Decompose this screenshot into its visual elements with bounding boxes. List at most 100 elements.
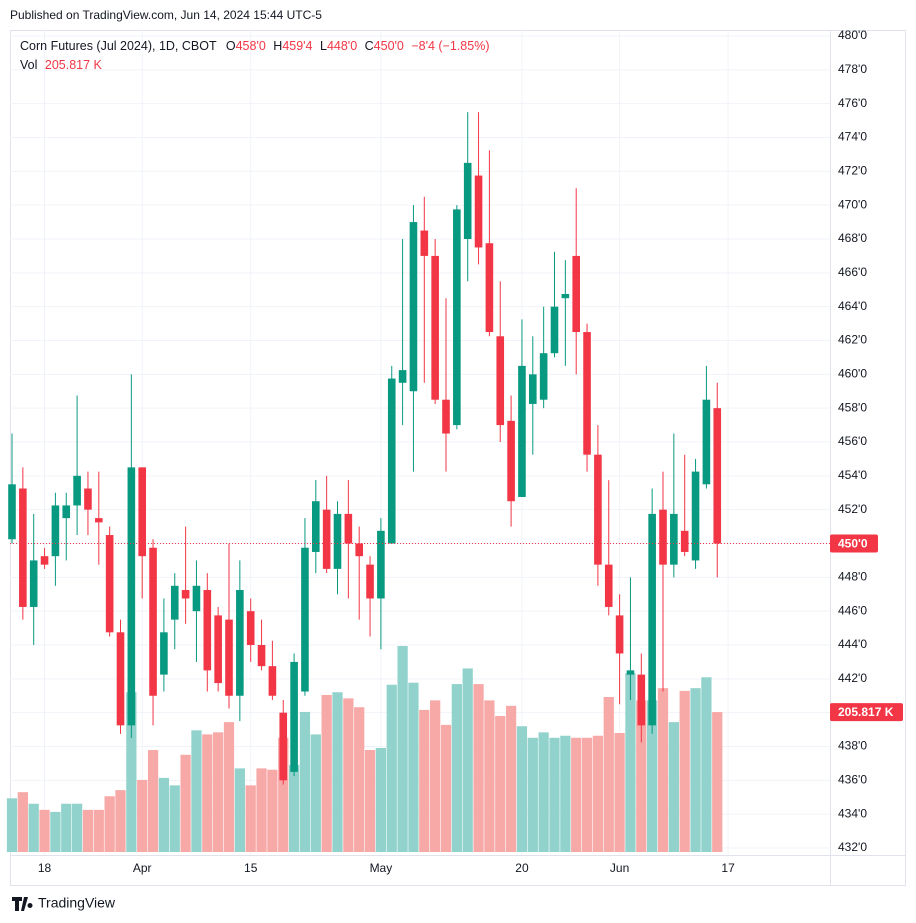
y-tick-label: 468'0	[838, 231, 867, 245]
candle-body	[29, 560, 38, 607]
volume-bar	[538, 732, 549, 852]
last-volume-badge	[830, 703, 903, 722]
y-tick-label: 456'0	[838, 434, 867, 448]
volume-bar	[256, 768, 267, 852]
x-tick-label: 15	[244, 861, 258, 875]
volume-bar	[408, 682, 419, 852]
volume-bar	[50, 811, 61, 852]
candle-body	[138, 467, 146, 557]
volume-bar	[310, 734, 321, 852]
candle-body	[116, 632, 125, 726]
candle-body	[496, 336, 505, 426]
x-tick-label: Apr	[133, 861, 152, 875]
volume-bar	[169, 785, 180, 852]
candle-body	[680, 530, 689, 552]
volume-layer	[6, 646, 723, 852]
volume-bar	[571, 737, 582, 852]
y-tick-label: 478'0	[838, 62, 867, 76]
candle-body	[279, 712, 288, 781]
volume-bar	[505, 705, 517, 852]
ohlc-value: 450'0	[374, 39, 404, 53]
candle-body	[626, 670, 635, 675]
candle-body	[322, 509, 331, 569]
volume-bar	[625, 673, 636, 852]
candle-body	[73, 475, 81, 506]
y-tick-label: 432'0	[838, 840, 867, 854]
candle-body	[485, 243, 494, 333]
candle-body	[19, 488, 27, 607]
candle-body	[8, 484, 16, 540]
volume-bar	[39, 809, 50, 852]
volume-bar	[451, 684, 462, 852]
candle-body	[333, 513, 342, 569]
candle-body	[160, 632, 168, 675]
candle-body	[51, 505, 60, 557]
volume-bar	[147, 750, 159, 852]
volume-bar	[158, 777, 170, 852]
volume-bar	[495, 716, 506, 852]
ohlc-key: O	[226, 39, 236, 53]
volume-bar	[126, 692, 137, 852]
volume-bar	[560, 735, 571, 852]
vol-key: Vol	[20, 58, 37, 72]
candle-body	[181, 590, 190, 599]
last-price-label: 450'0	[838, 537, 868, 551]
volume-bar	[180, 754, 191, 852]
volume-bar	[191, 730, 202, 852]
symbol: Corn Futures (Jul 2024), 1D, CBOT	[20, 39, 217, 53]
volume-bar	[484, 700, 495, 852]
ohlc-key: C	[365, 39, 374, 53]
volume-bar	[61, 803, 72, 852]
volume-bar	[430, 700, 441, 852]
y-tick-label: 472'0	[838, 164, 867, 178]
y-tick-label: 434'0	[838, 806, 867, 820]
candle-body	[344, 513, 353, 544]
volume-bar	[71, 803, 83, 852]
volume-bar	[299, 711, 311, 852]
last-volume-label: 205.817 K	[838, 705, 894, 719]
candle-body	[149, 547, 157, 696]
axis-layer: 480'0 478'0 476'0 474'0 472'0 470'0 468'0 466'0…	[10, 28, 903, 875]
candle-body	[420, 230, 429, 256]
volume-bar	[278, 737, 289, 852]
candle-body	[214, 615, 222, 684]
candle-body	[225, 619, 233, 696]
volume-bar	[288, 764, 300, 852]
candle-body	[702, 399, 711, 485]
y-tick-label: 446'0	[838, 603, 867, 617]
y-tick-label: 444'0	[838, 637, 867, 651]
candle-body	[529, 374, 537, 404]
y-tick-label: 476'0	[838, 96, 867, 110]
brand: TradingView	[12, 895, 116, 911]
candle-body	[463, 162, 472, 239]
volume-bar	[614, 733, 625, 852]
ohlc-value: 459'4	[282, 39, 312, 53]
candle-body	[637, 674, 646, 726]
y-tick-label: 460'0	[838, 367, 867, 381]
candle-body	[431, 255, 439, 400]
volume-bar	[28, 803, 39, 852]
grid	[10, 30, 830, 855]
volume-bar	[581, 737, 593, 852]
candle-body	[95, 518, 103, 523]
vol-value: 205.817 K	[45, 58, 103, 72]
y-tick-label: 436'0	[838, 773, 867, 787]
candle-body	[561, 293, 570, 299]
volume-bar	[343, 698, 354, 852]
volume-bar	[386, 684, 397, 852]
published-note: Published on TradingView.com, Jun 14, 20…	[10, 8, 322, 22]
volume-bar	[712, 712, 723, 852]
candle-body	[366, 564, 374, 599]
candle-layer	[8, 112, 722, 785]
candle-body	[659, 509, 667, 565]
volume-bar	[549, 737, 560, 852]
candle-body	[192, 585, 201, 612]
candle-body	[670, 513, 678, 565]
candle-body	[474, 175, 483, 248]
ohlc-key: H	[273, 39, 282, 53]
volume-bar	[202, 734, 213, 852]
candle-body	[257, 645, 266, 667]
y-tick-label: 458'0	[838, 400, 867, 414]
y-tick-label: 462'0	[838, 333, 867, 347]
y-tick-label: 470'0	[838, 197, 867, 211]
